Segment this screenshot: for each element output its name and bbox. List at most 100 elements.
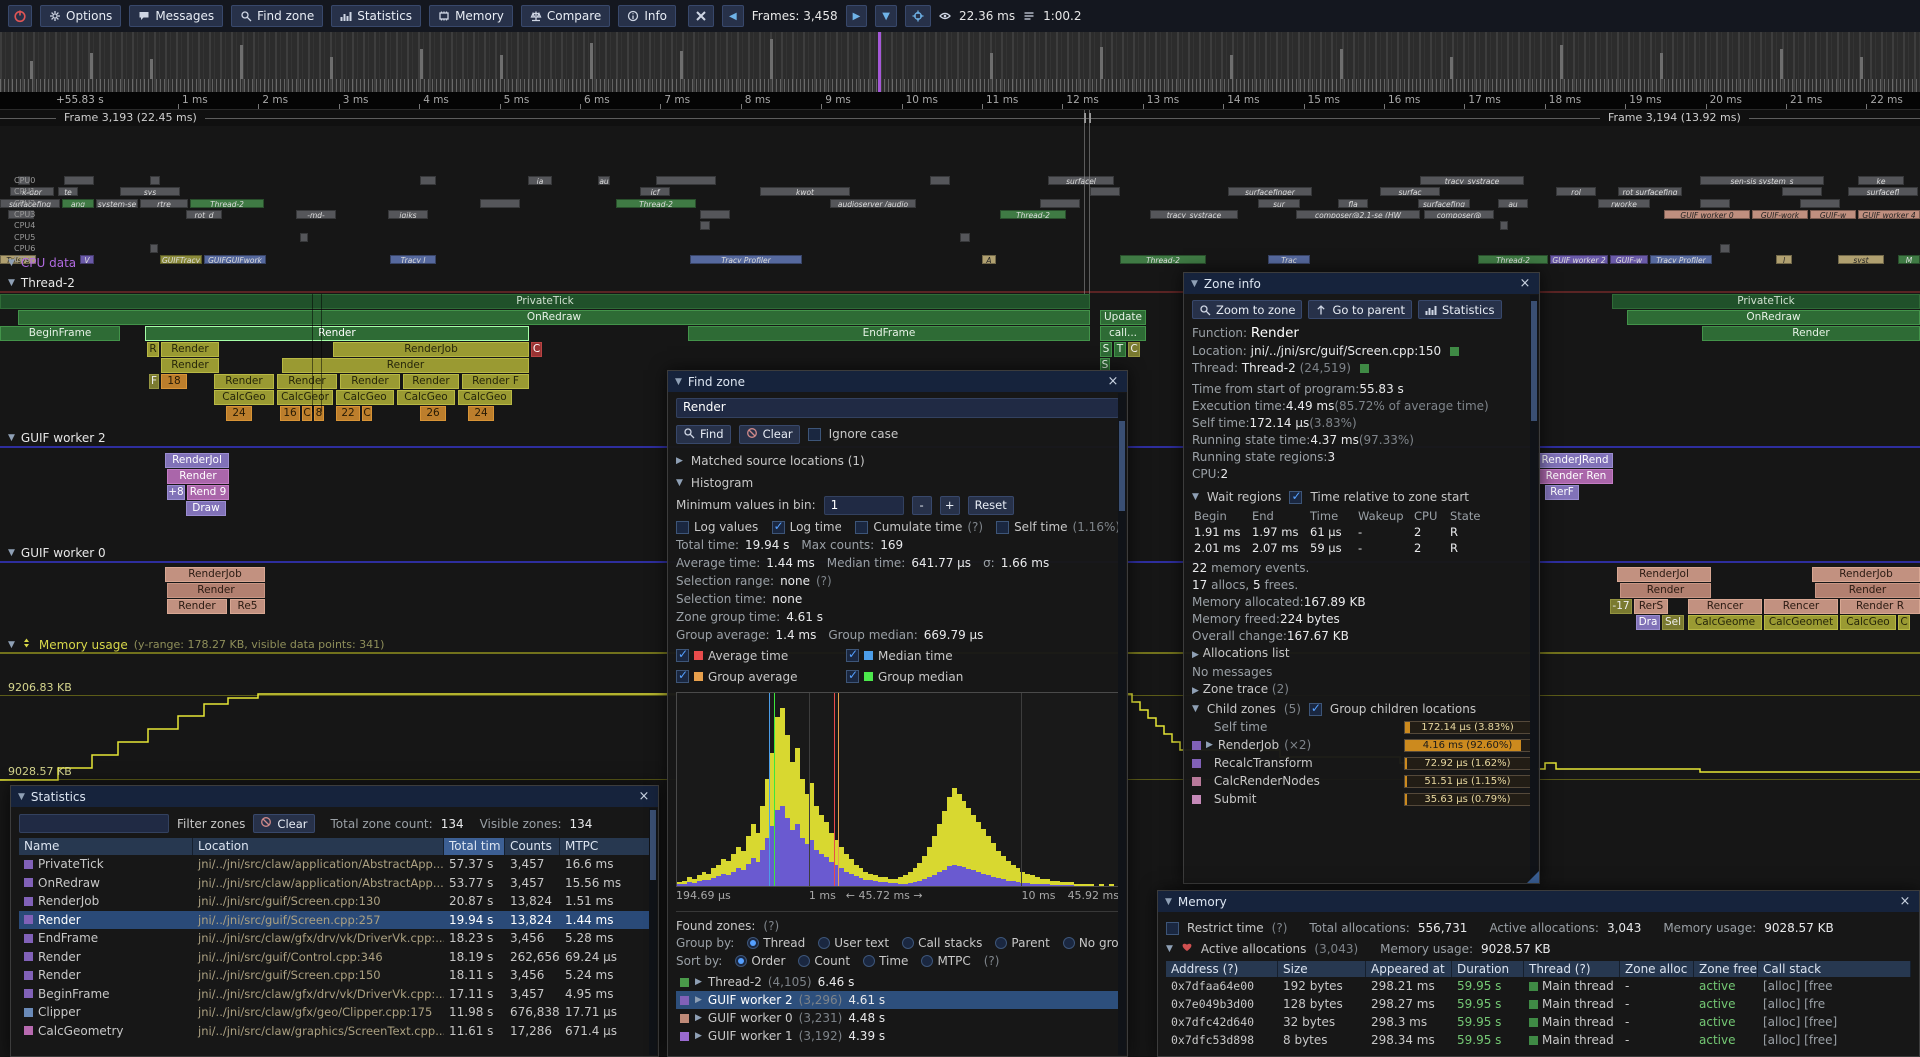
zone[interactable]: Render [1620,583,1711,598]
collapse-arrow-icon[interactable]: ▼ [8,258,15,268]
cpu-segment[interactable] [18,176,30,185]
cpu-segment[interactable]: GUIF worker 0 [1664,209,1750,219]
next-frame-button[interactable]: ▶ [845,5,868,27]
toolbar-button-info[interactable]: Info [618,5,677,27]
close-icon[interactable]: × [1519,276,1531,291]
tools-button[interactable] [688,5,715,27]
zone[interactable]: OnRedraw [18,310,1090,325]
scrollbar[interactable] [1530,295,1538,882]
button-go-to-parent[interactable]: Go to parent [1308,300,1412,319]
group-by-option-thread[interactable]: Thread [747,936,805,950]
option-self-time[interactable]: Self time (1.16%) [996,520,1119,534]
cpu-segment[interactable]: Tracy l [390,255,436,265]
find-button[interactable]: Find [676,424,731,444]
cpu-segment[interactable]: syst [1838,255,1884,265]
column-header-thread[interactable]: Thread (?) [1524,961,1620,977]
child-zones-section[interactable]: ▼ Child zones (5) Group children locatio… [1192,700,1531,718]
expand-arrow-icon[interactable]: ▶ [676,456,683,466]
cpu-segment[interactable]: icf [640,187,670,197]
radio-icon[interactable] [818,937,831,949]
active-allocations-section[interactable]: ▼ Active allocations (3,043) Memory usag… [1166,940,1911,957]
collapse-arrow-icon[interactable]: ▼ [8,639,15,650]
cpu-segment[interactable]: Thread-2 [1000,209,1066,219]
legend-item-group-median[interactable]: Group median [846,667,1119,686]
zone[interactable]: Render [167,469,229,484]
zone[interactable]: Rend 9 [187,485,229,500]
expand-arrow-icon[interactable]: ▶ [695,977,702,987]
zone[interactable]: RenderJob [333,342,529,357]
column-header-address[interactable]: Address (?) [1166,961,1278,977]
table-row[interactable]: BeginFrame jni/../jni/src/claw/gfx/drv/vk… [19,985,650,1004]
column-header-duration[interactable]: Duration [1452,961,1524,977]
cpu-segment[interactable]: GUIF-work [1752,209,1808,219]
collapse-arrow-icon[interactable]: ▼ [675,376,682,387]
cpu-segment[interactable]: sur [1258,198,1300,208]
toolbar-button-compare[interactable]: Compare [520,5,611,27]
checkbox-icon[interactable] [676,520,689,534]
cpu-segment[interactable]: te [58,187,78,197]
cpu-segment[interactable]: kwot [760,187,850,197]
wait-regions-section[interactable]: ▼ Wait regions Time relative to zone sta… [1192,488,1531,506]
radio-icon[interactable] [995,937,1008,949]
expand-arrow-icon[interactable]: ▶ [695,995,702,1005]
cpu-segment[interactable] [1500,221,1508,231]
sort-by-option-order[interactable]: Order [735,954,785,968]
zone[interactable]: CalcGeo [458,390,512,405]
reset-button[interactable]: Reset [967,495,1014,515]
child-zone-row[interactable]: Submit 35.63 μs (0.79%) [1192,790,1531,808]
call-stack[interactable]: [alloc] [free [1763,979,1833,993]
toolbar-button-messages[interactable]: Messages [129,5,224,27]
cpu-segment[interactable]: V [80,255,94,265]
zone[interactable]: C [531,342,542,357]
expand-arrow-icon[interactable]: ▶ [1192,686,1199,696]
zone[interactable]: C [362,406,372,421]
thread-header-thread-2[interactable]: ▼ Thread-2 [8,276,75,290]
zone[interactable]: Render [145,326,529,341]
zone[interactable]: Render [282,358,529,373]
resize-grip[interactable] [1527,871,1539,883]
cpu-segment[interactable]: Trac [1268,255,1310,265]
radio-icon[interactable] [1062,937,1075,949]
collapse-arrow-icon[interactable]: ▼ [1192,704,1199,714]
legend-item-median-time[interactable]: Median time [846,646,1119,665]
find-zone-titlebar[interactable]: ▼ Find zone × [668,371,1127,392]
column-header-mtpc[interactable]: MTPC [560,838,650,855]
zone[interactable]: C [302,406,312,421]
option-cumulate-time[interactable]: Cumulate time (?) [855,520,982,534]
cpu-segment[interactable] [480,198,520,208]
cpu-segment[interactable]: surfacefing [0,198,60,208]
zone[interactable]: -17 [1610,599,1632,614]
table-row[interactable]: PrivateTick jni/../jni/src/claw/applicati… [19,855,650,874]
collapse-arrow-icon[interactable]: ▼ [8,433,15,443]
cpu-segment[interactable] [1700,198,1730,208]
table-row[interactable]: 0x7e049b3d00 128 bytes 298.27 ms 59.95 s Mai… [1166,995,1911,1013]
zone[interactable]: Render [277,374,337,389]
zone[interactable]: 22 [336,406,360,421]
collapse-arrow-icon[interactable]: ▼ [1166,943,1173,954]
zone[interactable]: Render [167,599,227,614]
cpu-segment[interactable]: GUIF worker 4 [1858,209,1920,219]
relative-time-checkbox[interactable] [1289,489,1303,504]
matched-source-locations[interactable]: ▶ Matched source locations (1) [676,453,1119,469]
cpu-segment[interactable]: rol [1556,187,1596,197]
memory-titlebar[interactable]: ▼ Memory × [1158,891,1919,912]
cpu-segment[interactable]: surfacefl [1848,187,1918,197]
zone[interactable]: 26 [420,406,446,421]
zone[interactable]: 8 [314,406,324,421]
zone[interactable]: Update [1100,310,1146,325]
memory-usage-header[interactable]: ▼ Memory usage (y-range: 178.27 KB, visi… [8,637,384,652]
collapse-arrow-icon[interactable]: ▼ [1191,278,1198,289]
zone[interactable]: CalcGeomet [1764,615,1838,630]
zone[interactable]: Re5 [230,599,265,614]
zone[interactable]: 24 [226,406,252,421]
histogram-section[interactable]: ▼ Histogram [676,475,1119,491]
zone[interactable]: 16 [280,406,300,421]
zone[interactable]: Render F [462,374,529,389]
zone[interactable]: CalcGeome [1688,615,1762,630]
toolbar-button-statistics[interactable]: Statistics [331,5,422,27]
column-header-zonefree[interactable]: Zone free [1694,961,1758,977]
cpu-segment[interactable]: audioserver /audio [830,198,916,208]
cpu-segment[interactable]: Thread-2 [1478,255,1548,265]
checkbox-icon[interactable] [996,520,1010,534]
power-button[interactable] [8,5,32,27]
